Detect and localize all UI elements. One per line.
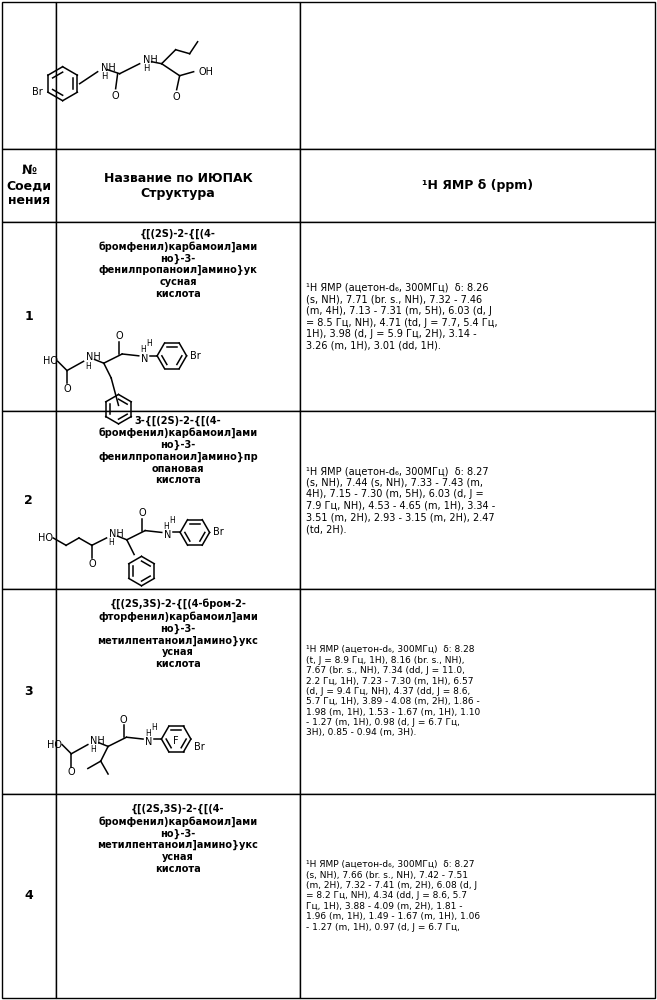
Text: {[(2S,3S)-2-{[(4-
бромфенил)карбамоил]ами
но}-3-
метилпентаноил]амино}укс
усная
: {[(2S,3S)-2-{[(4- бромфенил)карбамоил]ам… <box>97 804 258 874</box>
Bar <box>56 222 300 411</box>
Bar <box>2 794 56 998</box>
Text: NH: NH <box>101 63 116 73</box>
Bar <box>2 2 56 149</box>
Text: N: N <box>141 354 148 364</box>
Bar <box>2 589 56 794</box>
Text: O: O <box>88 559 96 569</box>
Bar <box>300 589 655 794</box>
Text: F: F <box>173 736 179 746</box>
Text: O: O <box>173 92 181 102</box>
Text: O: O <box>112 91 120 101</box>
Text: ¹Н ЯМР (ацетон-d₆, 300МГц)  δ: 8.28
(t, J = 8.9 Гц, 1H), 8.16 (br. s., NH),
7.67: ¹Н ЯМР (ацетон-d₆, 300МГц) δ: 8.28 (t, J… <box>306 645 481 737</box>
Bar <box>300 794 655 998</box>
Bar <box>56 2 300 149</box>
Text: O: O <box>120 715 127 725</box>
Text: HO: HO <box>38 533 53 543</box>
Text: N: N <box>164 530 171 540</box>
Text: H: H <box>145 729 151 738</box>
Text: ¹Н ЯМР (ацетон-d₆, 300МГц)  δ: 8.26
(s, NH), 7.71 (br. s., NH), 7.32 - 7.46
(m, : ¹Н ЯМР (ацетон-d₆, 300МГц) δ: 8.26 (s, N… <box>306 283 498 351</box>
Text: 3-{[(2S)-2-{[(4-
бромфенил)карбамоил]ами
но}-3-
фенилпропаноил]амино}пр
опановая: 3-{[(2S)-2-{[(4- бромфенил)карбамоил]ами… <box>98 416 258 485</box>
Text: HO: HO <box>47 740 62 750</box>
Text: {[(2S,3S)-2-{[(4-бром-2-
фторфенил)карбамоил]ами
но}-3-
метилпентаноил]амино}укс: {[(2S,3S)-2-{[(4-бром-2- фторфенил)карба… <box>97 599 258 669</box>
Text: O: O <box>68 767 75 777</box>
Text: O: O <box>116 331 124 341</box>
Text: H: H <box>147 339 152 348</box>
Text: Название по ИЮПАК
Структура: Название по ИЮПАК Структура <box>104 172 252 200</box>
Text: H: H <box>170 516 175 525</box>
Bar <box>56 589 300 794</box>
Text: H: H <box>141 345 147 354</box>
Text: H: H <box>85 362 91 371</box>
Text: ¹Н ЯМР δ (ppm): ¹Н ЯМР δ (ppm) <box>422 179 533 192</box>
Text: 4: 4 <box>24 889 33 902</box>
Text: NH: NH <box>108 529 124 539</box>
Text: HO: HO <box>43 356 58 366</box>
Text: OH: OH <box>198 67 214 77</box>
Text: N: N <box>145 737 152 747</box>
Text: H: H <box>108 538 114 547</box>
Bar <box>2 411 56 589</box>
Bar <box>56 411 300 589</box>
Bar <box>300 149 655 222</box>
Text: H: H <box>164 522 170 531</box>
Text: ¹Н ЯМР (ацетон-d₆, 300МГц)  δ: 8.27
(s, NH), 7.44 (s, NH), 7.33 - 7.43 (m,
4H), : ¹Н ЯМР (ацетон-d₆, 300МГц) δ: 8.27 (s, N… <box>306 466 495 534</box>
Text: 1: 1 <box>24 310 33 323</box>
Text: ¹Н ЯМР (ацетон-d₆, 300МГц)  δ: 8.27
(s, NH), 7.66 (br. s., NH), 7.42 - 7.51
(m, : ¹Н ЯМР (ацетон-d₆, 300МГц) δ: 8.27 (s, N… <box>306 860 480 932</box>
Bar <box>56 794 300 998</box>
Text: H: H <box>90 745 96 754</box>
Text: O: O <box>139 508 147 518</box>
Bar <box>300 411 655 589</box>
Text: 2: 2 <box>24 493 33 506</box>
Text: NH: NH <box>90 736 104 746</box>
Text: NH: NH <box>85 352 101 362</box>
Bar <box>56 149 300 222</box>
Text: H: H <box>143 64 149 73</box>
Text: NH: NH <box>143 55 158 65</box>
Text: №
Соеди
нения: № Соеди нения <box>7 164 51 207</box>
Bar <box>2 222 56 411</box>
Bar <box>300 2 655 149</box>
Text: H: H <box>151 723 157 732</box>
Bar <box>300 222 655 411</box>
Text: O: O <box>63 384 71 394</box>
Text: Br: Br <box>213 527 223 537</box>
Text: {[(2S)-2-{[(4-
бромфенил)карбамоил]ами
но}-3-
фенилпропаноил]амино}ук
сусная
кис: {[(2S)-2-{[(4- бромфенил)карбамоил]ами н… <box>99 229 258 299</box>
Text: Br: Br <box>190 351 200 361</box>
Text: H: H <box>101 72 107 81</box>
Bar <box>2 149 56 222</box>
Text: Br: Br <box>194 742 204 752</box>
Text: 3: 3 <box>24 685 33 698</box>
Text: Br: Br <box>32 87 43 97</box>
